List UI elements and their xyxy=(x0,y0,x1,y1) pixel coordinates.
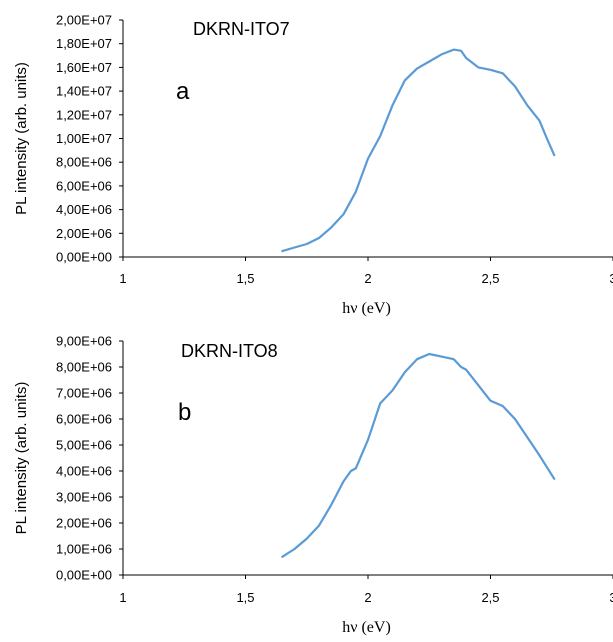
chart-panel-b: 0,00E+00 1,00E+06 2,00E+06 3,00E+06 4,00E+06… xyxy=(13,334,613,636)
y-tick-label: 1,00E+07 xyxy=(56,131,112,146)
y-axis-title: PL intensity (arb. units) xyxy=(13,62,30,215)
panel-letter: b xyxy=(178,399,191,426)
x-tick-label: 1,5 xyxy=(236,590,254,605)
chart-title: DKRN-ITO8 xyxy=(181,341,278,361)
y-tick-label: 2,00E+06 xyxy=(56,516,112,531)
x-tick-label: 1 xyxy=(119,590,126,605)
y-tick-label: 2,00E+06 xyxy=(56,226,112,241)
y-axis-title: PL intensity (arb. units) xyxy=(13,382,30,535)
y-tick-label: 1,00E+06 xyxy=(56,542,112,557)
chart-title: DKRN-ITO7 xyxy=(193,19,290,39)
x-tick-label: 3 xyxy=(609,271,613,286)
y-tick-label: 7,00E+06 xyxy=(56,386,112,401)
y-tick-label: 1,20E+07 xyxy=(56,107,112,122)
x-tick-label: 2,5 xyxy=(481,271,499,286)
y-tick-label: 2,00E+07 xyxy=(56,13,112,28)
y-tick-label: 0,00E+00 xyxy=(56,568,112,583)
x-tick-label: 3 xyxy=(609,590,613,605)
x-tick-label: 1 xyxy=(119,271,126,286)
y-tick-label: 1,60E+07 xyxy=(56,60,112,75)
y-tick-label: 5,00E+06 xyxy=(56,438,112,453)
y-tick-label: 1,80E+07 xyxy=(56,36,112,51)
x-tick-label: 2,5 xyxy=(481,590,499,605)
y-tick-label: 1,40E+07 xyxy=(56,84,112,99)
y-tick-label: 3,00E+06 xyxy=(56,490,112,505)
y-tick-label: 6,00E+06 xyxy=(56,412,112,427)
series-line-0 xyxy=(281,48,556,253)
y-tick-label: 9,00E+06 xyxy=(56,334,112,349)
y-tick-label: 6,00E+06 xyxy=(56,178,112,193)
y-tick-label: 0,00E+00 xyxy=(56,250,112,265)
x-axis-title: hν (eV) xyxy=(342,300,391,317)
x-tick-label: 2 xyxy=(364,271,371,286)
x-tick-label: 1,5 xyxy=(236,271,254,286)
x-tick-label: 2 xyxy=(364,590,371,605)
y-tick-label: 8,00E+06 xyxy=(56,360,112,375)
panel-letter: a xyxy=(176,78,190,105)
series-line-0 xyxy=(281,352,556,558)
y-tick-label: 4,00E+06 xyxy=(56,202,112,217)
chart-panel-a: 0,00E+00 2,00E+06 4,00E+06 6,00E+06 8,00E+06… xyxy=(13,13,613,317)
x-axis-title: hν (eV) xyxy=(342,619,391,636)
y-tick-label: 8,00E+06 xyxy=(56,155,112,170)
y-tick-label: 4,00E+06 xyxy=(56,464,112,479)
